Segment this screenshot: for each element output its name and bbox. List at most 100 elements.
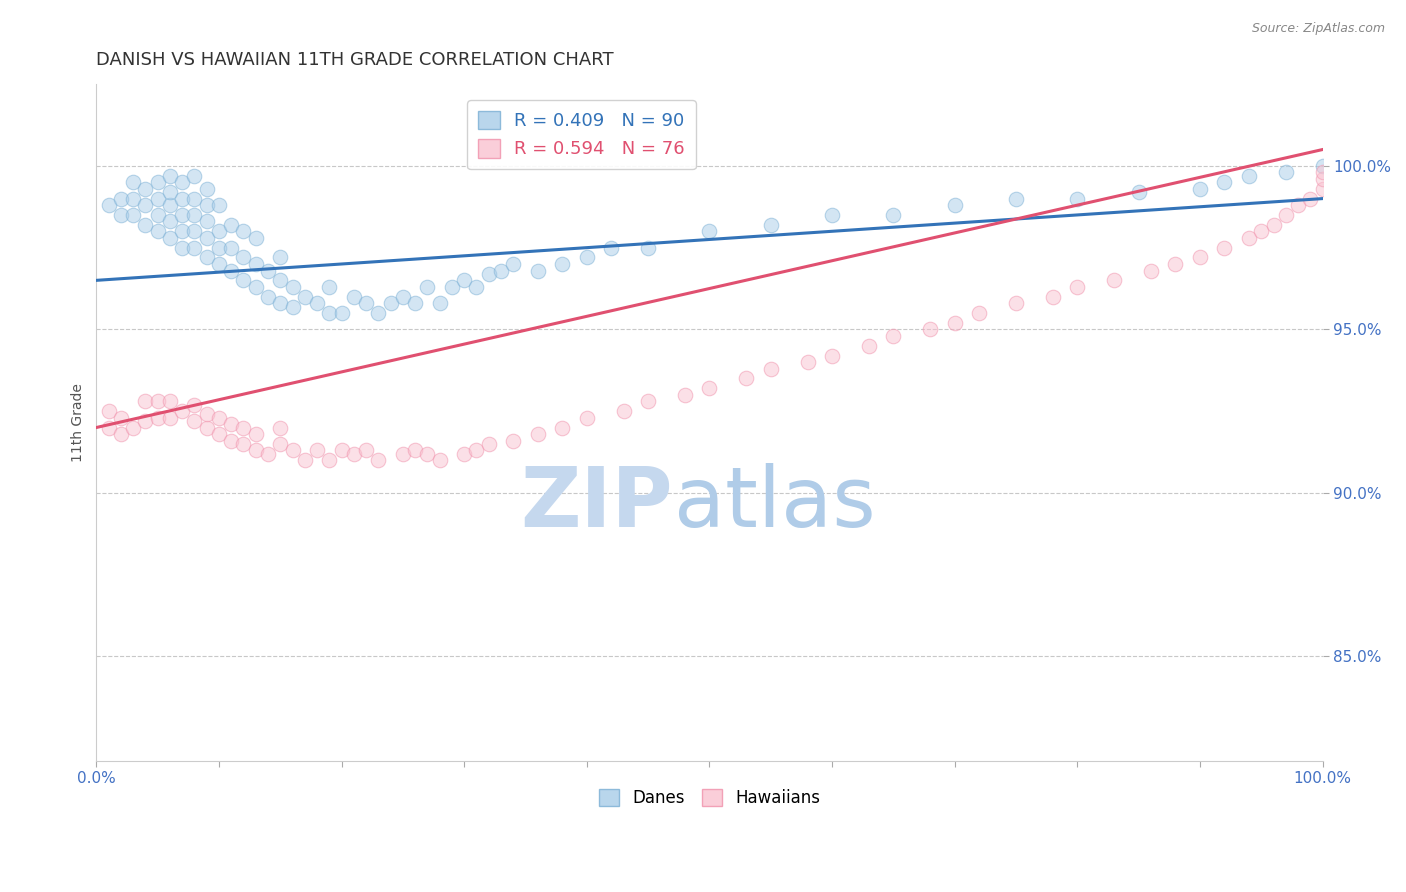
Point — [613, 404, 636, 418]
Point — [269, 251, 291, 265]
Point — [489, 263, 512, 277]
Point — [232, 224, 254, 238]
Point — [307, 443, 329, 458]
Point — [183, 169, 205, 183]
Point — [575, 410, 598, 425]
Point — [232, 420, 254, 434]
Point — [183, 208, 205, 222]
Point — [600, 241, 623, 255]
Point — [134, 182, 156, 196]
Point — [245, 280, 267, 294]
Point — [219, 434, 242, 448]
Point — [208, 257, 231, 271]
Point — [134, 218, 156, 232]
Point — [195, 420, 218, 434]
Point — [759, 361, 782, 376]
Point — [183, 414, 205, 428]
Point — [1237, 169, 1260, 183]
Point — [232, 437, 254, 451]
Point — [281, 300, 304, 314]
Point — [1312, 182, 1334, 196]
Point — [699, 224, 721, 238]
Point — [159, 169, 181, 183]
Point — [404, 296, 426, 310]
Point — [281, 443, 304, 458]
Point — [759, 218, 782, 232]
Point — [245, 427, 267, 442]
Point — [551, 420, 574, 434]
Point — [159, 198, 181, 212]
Point — [281, 280, 304, 294]
Point — [637, 394, 659, 409]
Point — [920, 322, 942, 336]
Point — [257, 290, 280, 304]
Point — [208, 427, 231, 442]
Point — [1299, 192, 1322, 206]
Point — [1128, 185, 1150, 199]
Point — [440, 280, 463, 294]
Point — [575, 251, 598, 265]
Text: DANISH VS HAWAIIAN 11TH GRADE CORRELATION CHART: DANISH VS HAWAIIAN 11TH GRADE CORRELATIO… — [97, 51, 614, 69]
Point — [195, 214, 218, 228]
Point — [796, 355, 818, 369]
Point — [97, 420, 120, 434]
Point — [146, 208, 169, 222]
Point — [330, 306, 353, 320]
Point — [159, 214, 181, 228]
Point — [172, 208, 194, 222]
Point — [159, 231, 181, 245]
Point — [1312, 165, 1334, 179]
Point — [1250, 224, 1272, 238]
Point — [195, 408, 218, 422]
Point — [172, 175, 194, 189]
Point — [219, 241, 242, 255]
Point — [821, 208, 844, 222]
Point — [858, 339, 880, 353]
Point — [146, 224, 169, 238]
Point — [354, 296, 377, 310]
Point — [269, 296, 291, 310]
Point — [367, 306, 389, 320]
Point — [134, 198, 156, 212]
Point — [110, 427, 132, 442]
Point — [882, 329, 904, 343]
Point — [122, 175, 145, 189]
Point — [97, 198, 120, 212]
Point — [110, 192, 132, 206]
Point — [146, 410, 169, 425]
Point — [1312, 159, 1334, 173]
Point — [1005, 296, 1028, 310]
Point — [183, 224, 205, 238]
Point — [699, 381, 721, 395]
Point — [967, 306, 990, 320]
Point — [232, 251, 254, 265]
Point — [134, 394, 156, 409]
Point — [219, 218, 242, 232]
Point — [110, 208, 132, 222]
Point — [257, 263, 280, 277]
Point — [146, 394, 169, 409]
Point — [453, 273, 475, 287]
Point — [404, 443, 426, 458]
Point — [453, 447, 475, 461]
Point — [122, 420, 145, 434]
Point — [257, 447, 280, 461]
Y-axis label: 11th Grade: 11th Grade — [72, 384, 86, 462]
Point — [429, 453, 451, 467]
Point — [183, 192, 205, 206]
Point — [146, 175, 169, 189]
Point — [318, 306, 340, 320]
Point — [354, 443, 377, 458]
Point — [637, 241, 659, 255]
Point — [195, 182, 218, 196]
Point — [97, 404, 120, 418]
Point — [110, 410, 132, 425]
Point — [526, 427, 548, 442]
Text: ZIP: ZIP — [520, 463, 672, 544]
Point — [330, 443, 353, 458]
Point — [245, 443, 267, 458]
Point — [269, 437, 291, 451]
Point — [208, 410, 231, 425]
Point — [478, 437, 501, 451]
Point — [1140, 263, 1163, 277]
